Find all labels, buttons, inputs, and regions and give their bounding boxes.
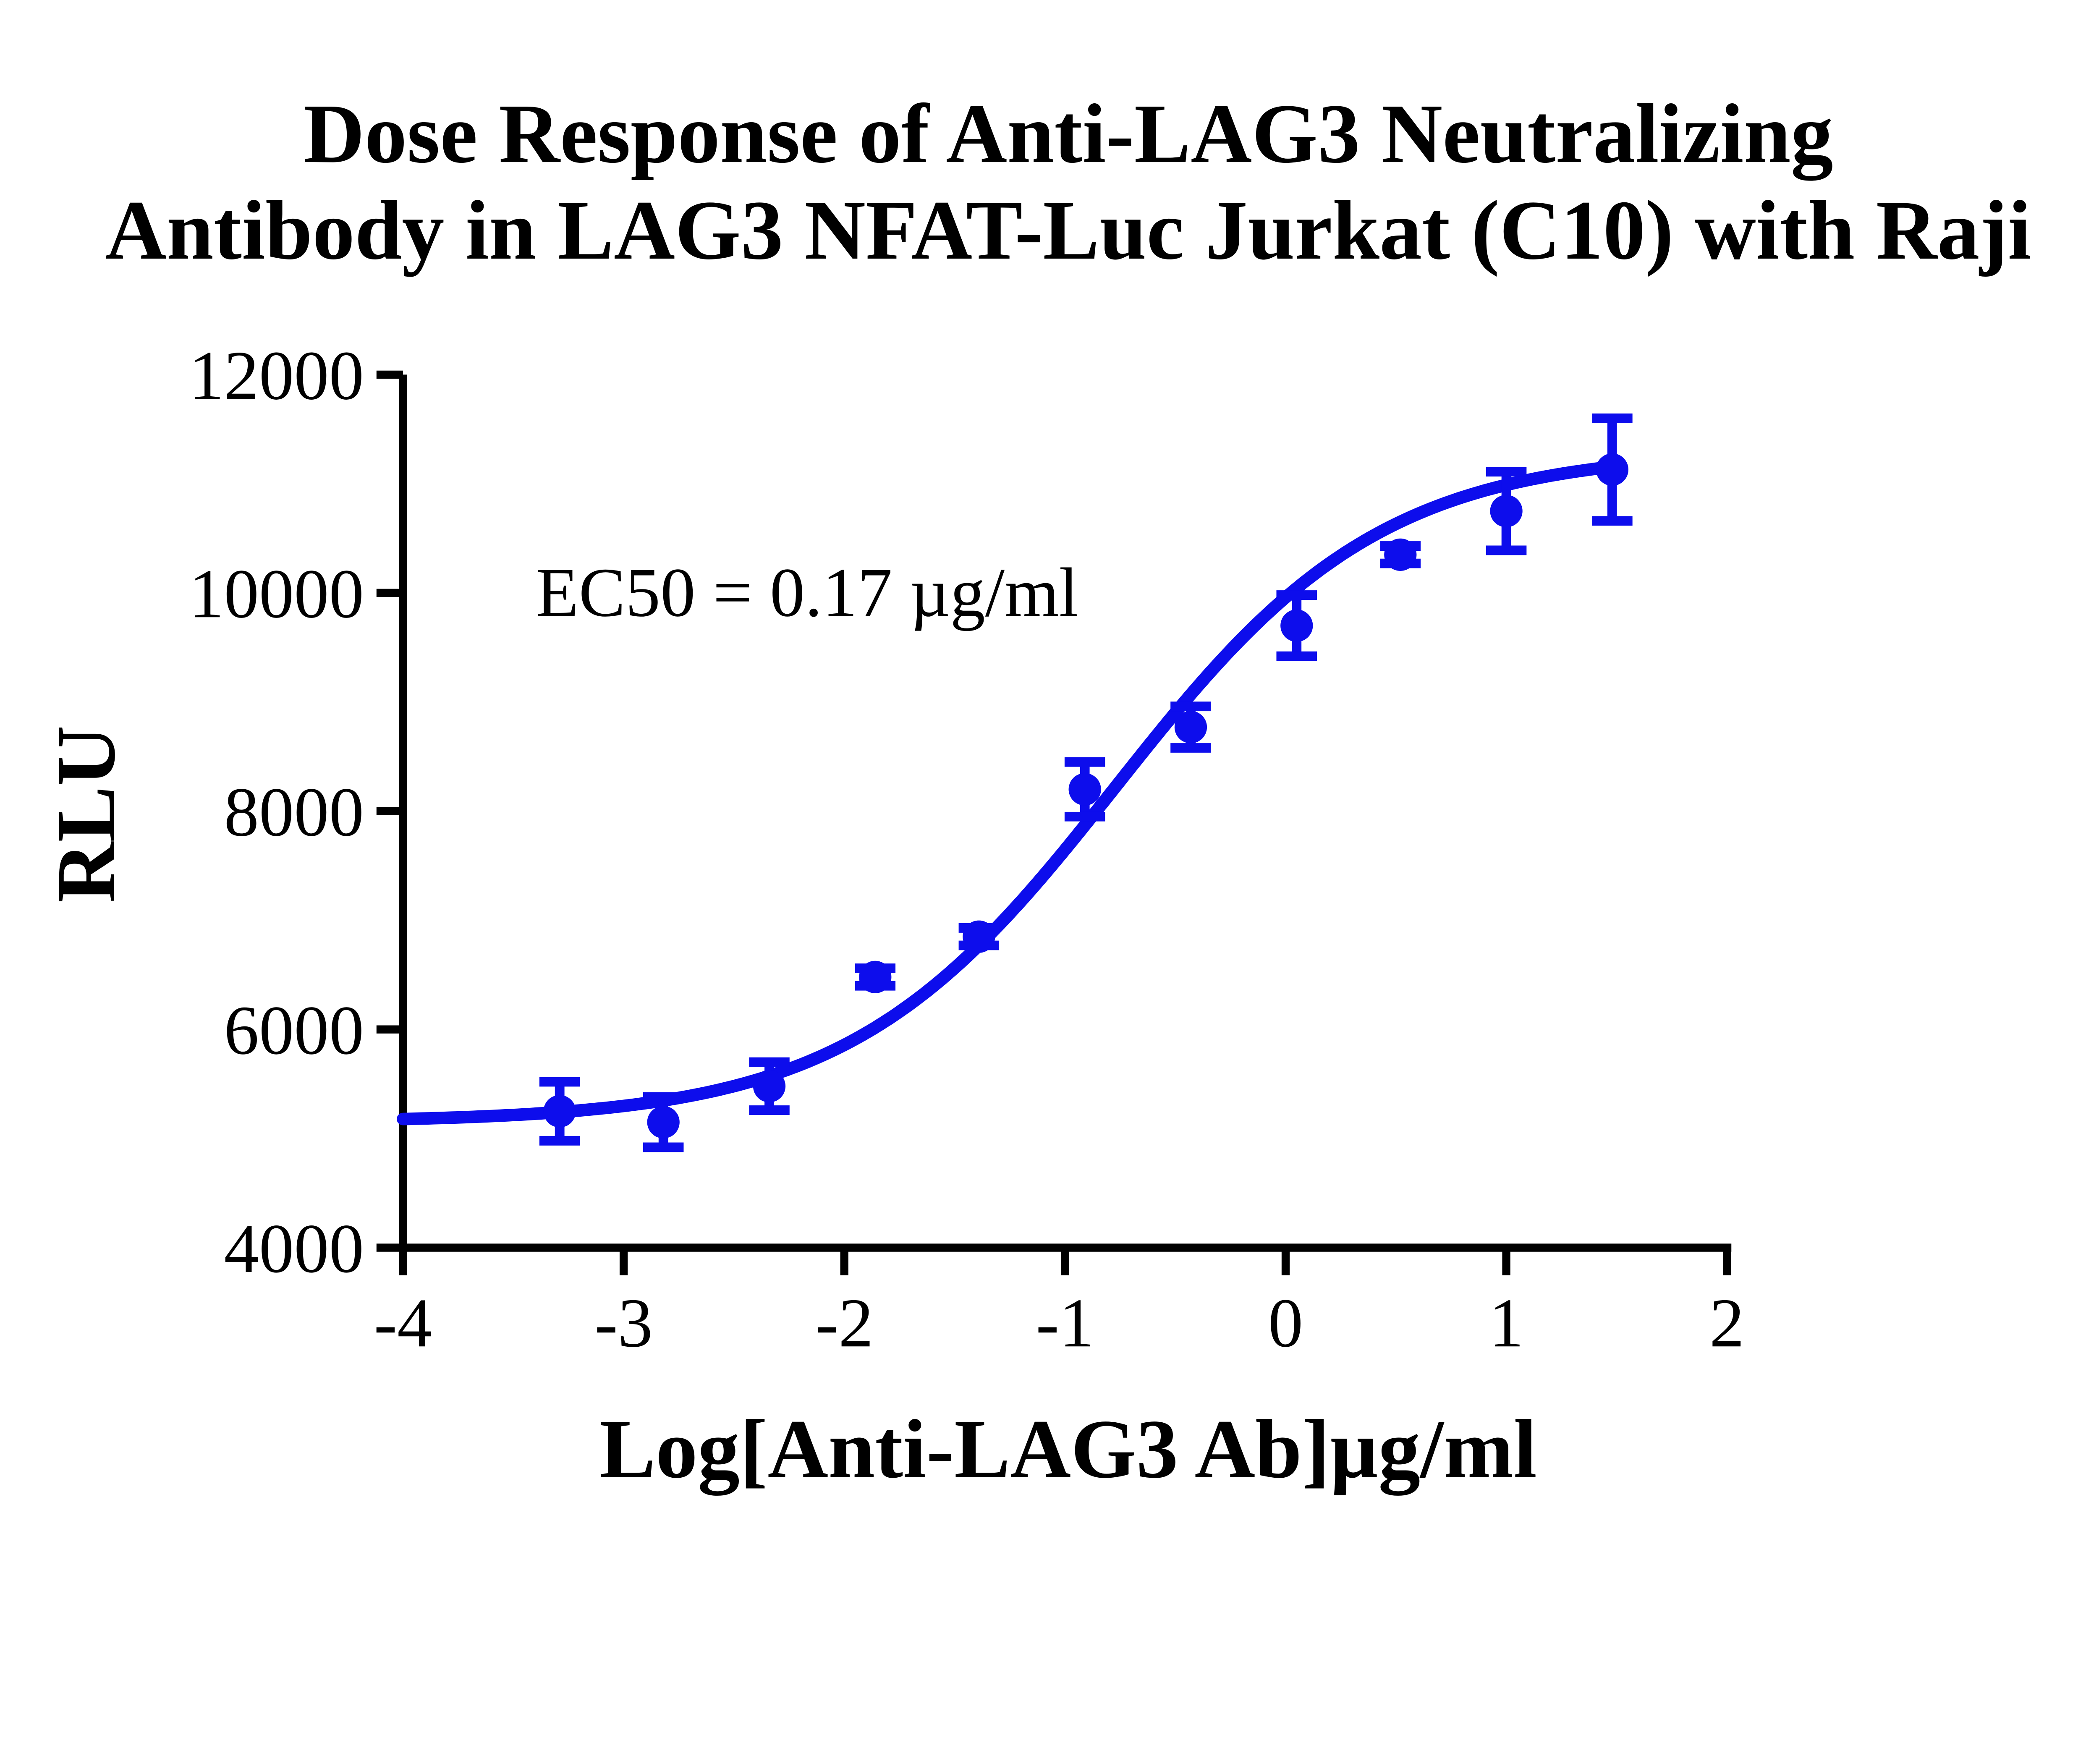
- data-point: [1174, 711, 1207, 743]
- axis-spines: [399, 374, 1732, 1252]
- plot-group: [397, 413, 1633, 1152]
- dose-response-chart: Dose Response of Anti-LAG3 Neutralizing …: [40, 86, 2031, 1496]
- x-tick-label: 2: [1709, 1284, 1744, 1362]
- data-point: [1596, 453, 1629, 486]
- dose-response-figure: Dose Response of Anti-LAG3 Neutralizing …: [40, 86, 2031, 1496]
- y-tick-label: 8000: [224, 773, 364, 851]
- data-point: [1068, 773, 1101, 806]
- data-point: [1280, 609, 1313, 642]
- data-point: [753, 1070, 786, 1102]
- x-axis-label: Log[Anti-LAG3 Ab]µg/ml: [599, 1403, 1537, 1496]
- data-point: [859, 961, 892, 993]
- x-tick-label: -4: [374, 1284, 432, 1362]
- x-tick-label: -1: [1036, 1284, 1094, 1362]
- y-tick-label: 6000: [224, 992, 364, 1069]
- chart-title-line2: Antibody in LAG3 NFAT-Luc Jurkat (C10) w…: [105, 183, 2031, 277]
- y-tick-label: 10000: [189, 555, 364, 633]
- y-axis-label: RLU: [40, 725, 133, 903]
- data-point: [1490, 495, 1523, 527]
- data-point: [963, 920, 995, 953]
- x-tick-label: 0: [1268, 1284, 1303, 1362]
- fit-curve: [397, 459, 1628, 1125]
- y-tick-label: 4000: [224, 1210, 364, 1288]
- x-tick-label: -2: [815, 1284, 874, 1362]
- y-tick-label: 12000: [189, 337, 364, 414]
- x-tick-label: -3: [594, 1284, 653, 1362]
- x-tick-label: 1: [1489, 1284, 1523, 1362]
- data-point: [1384, 538, 1417, 571]
- axes-group: 4000 6000 8000 10000 12000 -4 -3 -2 -1 0 1 2: [189, 337, 1744, 1362]
- data-point: [543, 1095, 576, 1128]
- data-point: [647, 1106, 680, 1138]
- chart-title-line1: Dose Response of Anti-LAG3 Neutralizing: [304, 86, 1833, 181]
- ec50-annotation: EC50 = 0.17 µg/ml: [536, 554, 1078, 631]
